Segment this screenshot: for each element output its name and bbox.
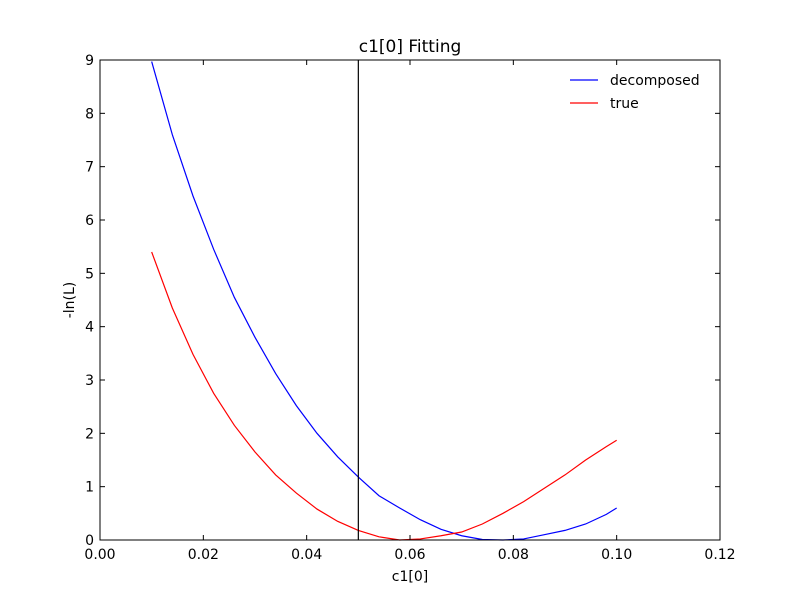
series-line-decomposed [151, 61, 617, 541]
x-tick-label: 0.02 [188, 547, 219, 563]
legend: decomposed true [570, 73, 700, 112]
y-tick-label: 9 [85, 53, 94, 69]
y-tick-label: 0 [85, 533, 94, 549]
y-tick-label: 2 [85, 426, 94, 442]
x-axis-label: c1[0] [392, 569, 428, 585]
y-tick-label: 5 [85, 266, 94, 282]
x-tick-label: 0.08 [498, 547, 529, 563]
chart-title: c1[0] Fitting [359, 37, 462, 57]
y-tick-label: 1 [85, 480, 94, 496]
y-tick-label: 6 [85, 213, 94, 229]
y-tick-label: 3 [85, 373, 94, 389]
x-axis-ticks: 0.00 0.02 0.04 0.06 0.08 0.10 0.12 [84, 60, 736, 563]
y-axis-label: -ln(L) [62, 282, 78, 319]
x-tick-label: 0.12 [704, 547, 735, 563]
x-tick-label: 0.04 [291, 547, 322, 563]
x-tick-label: 0.10 [601, 547, 632, 563]
y-tick-label: 4 [85, 320, 94, 336]
x-tick-label: 0.00 [84, 547, 115, 563]
x-tick-label: 0.06 [394, 547, 425, 563]
y-tick-label: 7 [85, 160, 94, 176]
y-tick-label: 8 [85, 106, 94, 122]
legend-label-decomposed: decomposed [610, 73, 700, 89]
legend-label-true: true [610, 96, 639, 112]
y-axis-ticks: 0 1 2 3 4 5 6 7 8 9 [85, 53, 720, 549]
series-line-true [151, 251, 617, 541]
